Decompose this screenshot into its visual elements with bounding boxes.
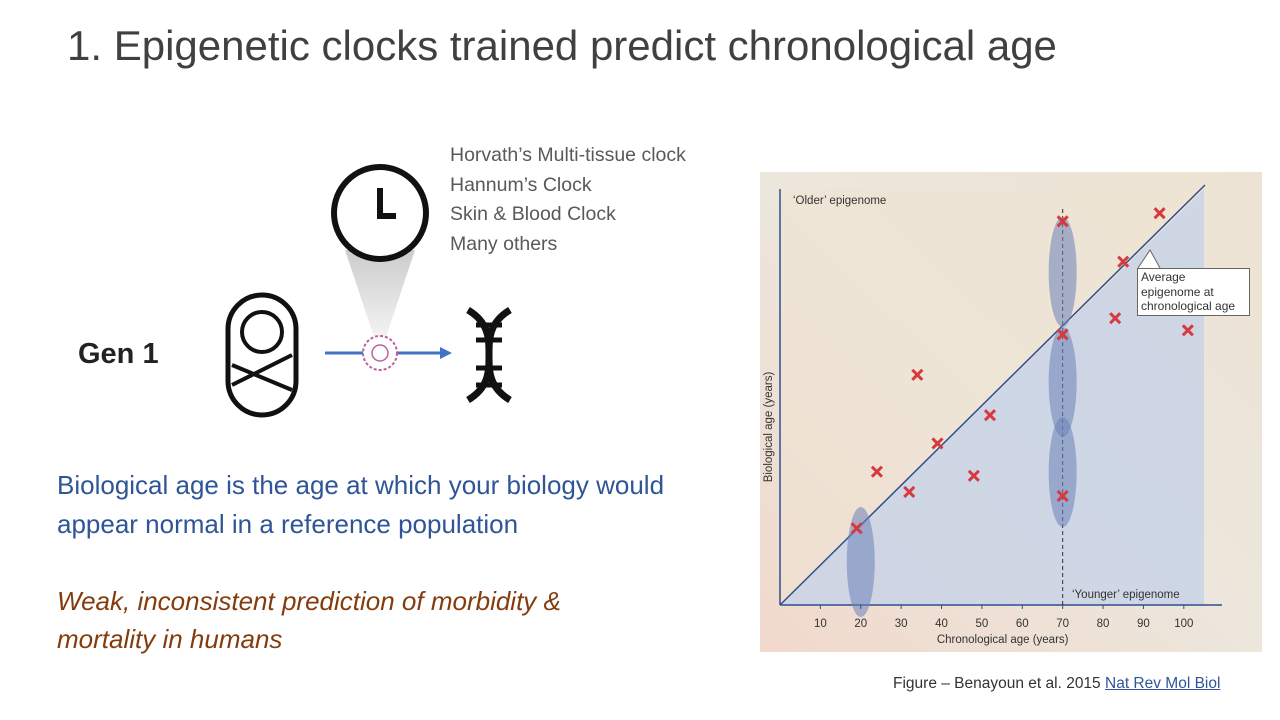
clock-item: Horvath’s Multi-tissue clock xyxy=(450,144,686,166)
data-point xyxy=(967,469,980,482)
figure-silhouette xyxy=(1048,417,1077,527)
virus-core xyxy=(371,344,389,362)
arrow-head xyxy=(440,347,452,359)
data-point xyxy=(1181,324,1194,337)
figure: 10 20 30 40 50 60 70 80 90 100 Chronological age (… xyxy=(760,172,1262,652)
clock-item: Skin & Blood Clock xyxy=(450,203,616,225)
x-tick-label: 80 xyxy=(1097,618,1110,630)
figure-silhouette xyxy=(1048,327,1077,437)
figure-silhouette xyxy=(1048,217,1077,327)
x-tick-label: 100 xyxy=(1174,618,1193,630)
definition: Biological age is the age at which your … xyxy=(57,470,665,539)
clock-hands xyxy=(377,188,396,219)
data-point xyxy=(931,437,944,450)
x-tick-label: 20 xyxy=(854,618,867,630)
dna-icon xyxy=(466,306,512,404)
x-tick-label: 40 xyxy=(935,618,948,630)
icons xyxy=(225,164,512,418)
source-link[interactable]: Nat Rev Mol Biol xyxy=(1105,675,1221,692)
x-tick-label: 70 xyxy=(1056,618,1069,630)
x-tick-label: 30 xyxy=(895,618,908,630)
note: Weak, inconsistent prediction of morbidi… xyxy=(57,586,561,654)
baby-wrap xyxy=(231,353,293,392)
y-axis-label: Biological age (years) xyxy=(763,372,775,483)
source: Figure – Benayoun et al. 2015 Nat Rev Mo… xyxy=(893,675,1220,693)
callout: Average epigenome at chronological age xyxy=(1137,268,1250,316)
light-cone xyxy=(345,250,415,340)
data-point xyxy=(1153,207,1166,220)
baby-face xyxy=(240,310,284,354)
x-tick-label: 90 xyxy=(1137,618,1150,630)
clock-item: Many others xyxy=(450,232,558,255)
data-point xyxy=(850,522,863,535)
figure-silhouette xyxy=(846,507,875,617)
virus-icon xyxy=(362,335,398,371)
x-tick-label: 50 xyxy=(976,618,989,630)
gen-label: Gen 1 xyxy=(78,338,159,370)
data-point xyxy=(1056,489,1069,503)
data-point xyxy=(1109,312,1122,325)
annotation: ‘Younger’ epigenome xyxy=(1072,589,1180,601)
data-point xyxy=(1117,255,1130,268)
dna-rungs xyxy=(476,322,502,388)
data-point xyxy=(903,485,916,498)
x-tick-label: 60 xyxy=(1016,618,1029,630)
x-axis-label: Chronological age (years) xyxy=(937,634,1069,646)
data-point xyxy=(870,465,883,478)
clock-list: Horvath’s Multi-tissue clock Hannum’s Cl… xyxy=(450,141,686,259)
callout-pointer xyxy=(1137,249,1161,269)
data-point xyxy=(1056,215,1069,228)
data-point xyxy=(983,409,997,422)
x-tick-label: 10 xyxy=(814,618,827,630)
source-text: Figure – Benayoun et al. 2015 xyxy=(893,675,1101,692)
clock-item: Hannum’s Clock xyxy=(450,173,592,196)
data-point xyxy=(911,368,924,381)
annotation: ‘Older’ epigenome xyxy=(793,195,886,207)
slide-title: 1. Epigenetic clocks trained predict chr… xyxy=(67,22,1057,69)
data-point xyxy=(1056,328,1069,341)
